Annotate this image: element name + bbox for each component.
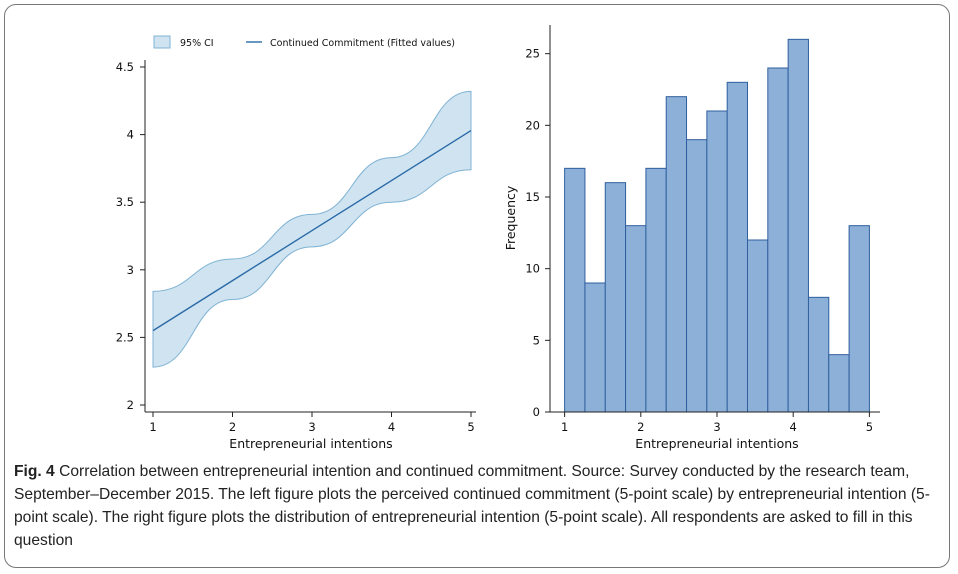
histogram-bar [706,110,728,413]
y-tick-label: 15 [525,190,540,204]
legend-ci-label: 95% CI [180,38,214,49]
y-tick-label: 2.5 [116,330,134,344]
histogram-chart: 0 5 10 15 20 25 1 2 3 4 5 Entrepreneurial intenti… [503,25,880,451]
y-tick-label: 4.5 [116,60,134,74]
y-tick-label: 5 [533,333,540,347]
legend: 95% CI Continued Commitment (Fitted valu… [153,35,455,49]
y-tick-label: 0 [533,405,540,419]
histogram-bar [564,167,586,413]
x-tick-label: 1 [561,420,568,434]
histogram-bar [848,225,870,413]
figure-charts: 95% CI Continued Commitment (Fitted valu… [116,25,880,451]
legend-ci-swatch [153,35,171,49]
x-tick-label: 5 [866,420,873,434]
right-x-axis-title: Entrepreneurial intentions [635,436,798,451]
y-tick-label: 20 [525,118,540,132]
x-tick-label: 1 [149,420,156,434]
histogram-bar [584,282,606,413]
histogram-bar [665,96,688,413]
histogram-bar [746,239,769,413]
y-tick-label: 10 [525,262,540,276]
histogram-bar [787,38,809,413]
ci-band [152,90,472,368]
histogram-bar [604,182,627,413]
fitted-values-chart: 95% CI Continued Commitment (Fitted valu… [116,35,476,451]
figure-caption: Fig. 4 Correlation between entrepreneuri… [14,460,934,552]
x-tick-label: 5 [467,420,474,434]
right-y-axis-title: Frequency [503,185,518,250]
y-tick-label: 3 [127,263,134,277]
y-tick-label: 25 [525,47,540,61]
histogram-bar [686,139,708,413]
histogram-bar [767,67,789,413]
caption-figure-label: Fig. 4 [14,463,55,480]
x-tick-label: 2 [637,420,644,434]
histogram-bar [828,354,850,413]
x-tick-label: 4 [388,420,395,434]
caption-text: Correlation between entrepreneurial inte… [14,463,930,549]
x-tick-label: 3 [308,420,315,434]
histogram-bar [807,296,830,413]
x-tick-label: 2 [229,420,236,434]
fitted-line [152,129,472,332]
y-tick-label: 3.5 [116,195,134,209]
legend-line-label: Continued Commitment (Fitted values) [270,38,455,49]
histogram-bar [625,225,647,413]
left-x-axis-title: Entrepreneurial intentions [229,436,392,451]
histogram-bar [645,167,667,413]
histogram-bar [726,81,748,413]
x-tick-label: 3 [713,420,720,434]
y-tick-label: 2 [127,398,134,412]
y-tick-label: 4 [127,128,134,142]
x-tick-label: 4 [790,420,797,434]
